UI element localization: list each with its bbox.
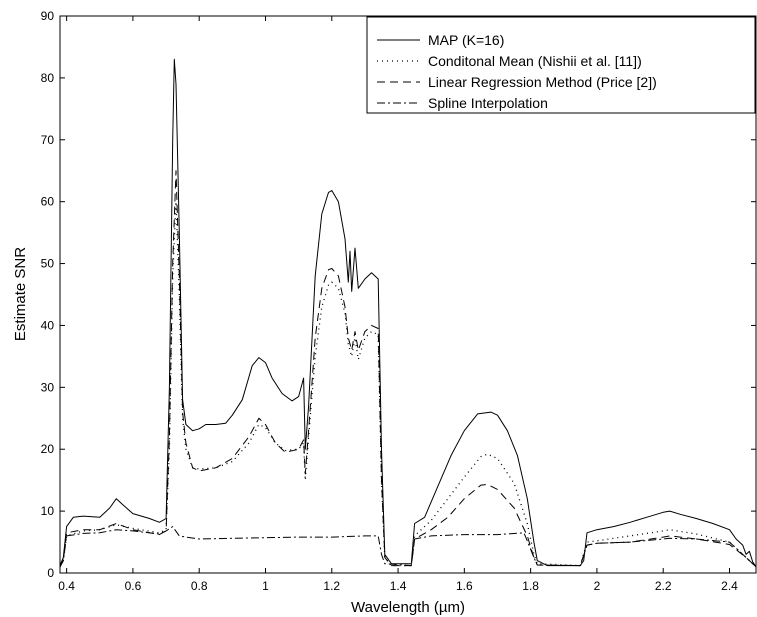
x-tick-label: 0.6 <box>125 579 142 593</box>
y-tick-label: 90 <box>41 9 55 23</box>
series-linear-regression-line <box>59 170 757 568</box>
legend-label-spline: Spline Interpolation <box>428 95 548 111</box>
x-tick-label: 2.2 <box>655 579 672 593</box>
y-tick-label: 80 <box>41 71 55 85</box>
legend-label-conditional-mean: Conditonal Mean (Nishii et al. [11]) <box>428 53 642 69</box>
legend: MAP (K=16) Conditonal Mean (Nishii et al… <box>366 16 756 114</box>
series-layer <box>59 58 757 568</box>
x-tick-label: 1 <box>262 579 269 593</box>
legend-label-linear-regression: Linear Regression Method (Price [2]) <box>428 74 657 90</box>
series-conditional-mean-line <box>59 201 757 568</box>
y-tick-label: 10 <box>41 504 55 518</box>
y-tick-label: 30 <box>41 380 55 394</box>
ticks-layer: 0.4 0.6 0.8 1 1.2 1.4 1.6 1.8 2 2.2 2.4 0 10 20 30 40 50… <box>41 9 756 593</box>
x-tick-label: 1.2 <box>323 579 340 593</box>
y-tick-label: 40 <box>41 318 55 332</box>
y-tick-label: 70 <box>41 133 55 147</box>
x-axis-label: Wavelength (µm) <box>351 599 465 616</box>
x-tick-label: 1.8 <box>522 579 539 593</box>
y-tick-label: 0 <box>47 566 54 580</box>
x-tick-label: 2 <box>594 579 601 593</box>
x-tick-label: 0.4 <box>58 579 75 593</box>
x-tick-label: 0.8 <box>191 579 208 593</box>
x-tick-label: 1.4 <box>390 579 407 593</box>
y-tick-label: 20 <box>41 442 55 456</box>
legend-box <box>366 16 756 114</box>
x-tick-label: 2.4 <box>721 579 738 593</box>
series-map-line <box>59 58 757 568</box>
y-tick-label: 50 <box>41 257 55 271</box>
series-spline-line <box>59 526 757 568</box>
y-axis-label: Estimate SNR <box>12 247 29 341</box>
y-tick-label: 60 <box>41 195 55 209</box>
x-tick-label: 1.6 <box>456 579 473 593</box>
legend-label-map: MAP (K=16) <box>428 32 504 48</box>
